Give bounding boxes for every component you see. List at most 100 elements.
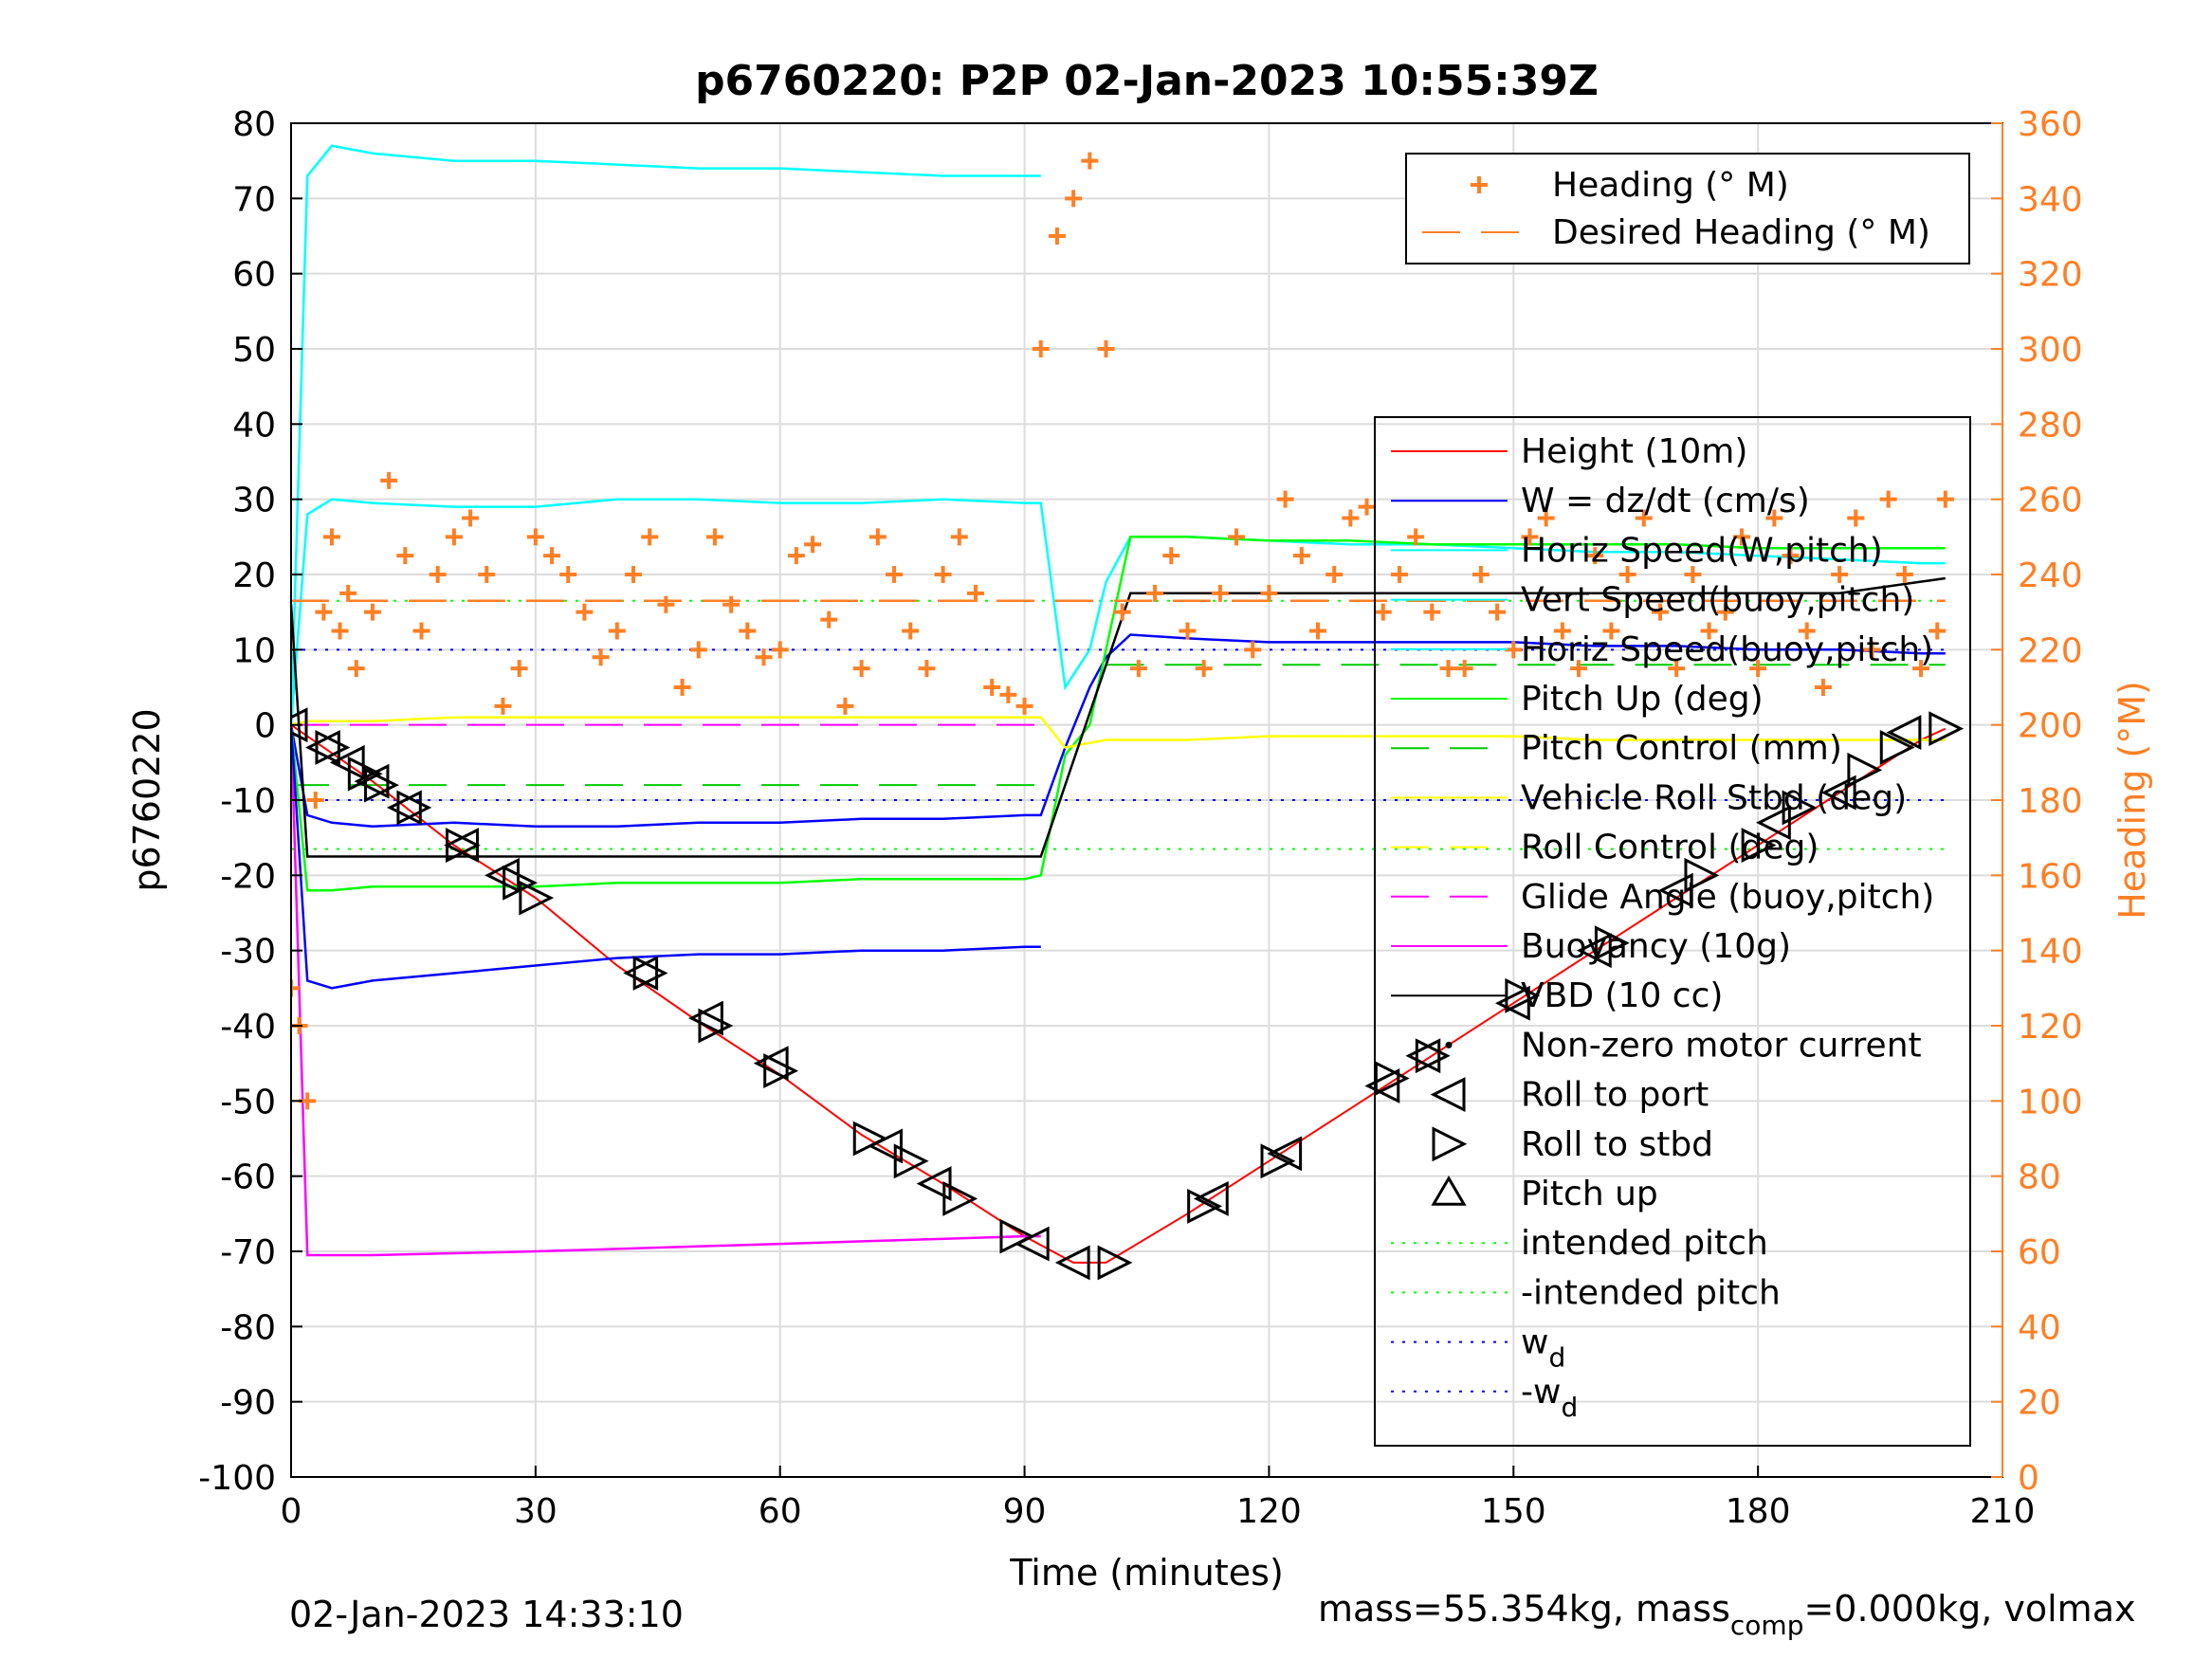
roll-port-marker bbox=[1755, 805, 1791, 841]
y-tick-label: -70 bbox=[220, 1233, 276, 1272]
heading-point bbox=[1652, 603, 1669, 621]
legend-label: W = dz/dt (cm/s) bbox=[1521, 482, 1810, 520]
heading-point bbox=[1325, 566, 1344, 583]
heading-point bbox=[804, 536, 822, 554]
heading-point bbox=[608, 622, 626, 640]
legend-label: Roll Control (deg) bbox=[1521, 829, 1819, 867]
legend-heading-box bbox=[1405, 153, 1970, 264]
legend-label: Heading (° M) bbox=[1552, 166, 1789, 205]
x-tick-label: 90 bbox=[1003, 1492, 1047, 1531]
legend-label: Roll to stbd bbox=[1521, 1125, 1713, 1164]
heading-point bbox=[1146, 584, 1164, 602]
heading-point bbox=[1879, 490, 1897, 508]
heading-point bbox=[705, 528, 723, 546]
heading-point bbox=[1211, 584, 1229, 602]
heading-point bbox=[1586, 547, 1604, 565]
heading-point bbox=[1521, 528, 1539, 546]
legend-label: Vehicle Roll Stbd (deg) bbox=[1521, 778, 1907, 817]
legend-label: Desired Heading (° M) bbox=[1552, 213, 1930, 252]
heading-point bbox=[1228, 528, 1246, 546]
y2-tick-label: 20 bbox=[2018, 1384, 2061, 1423]
heading-point bbox=[1032, 340, 1050, 357]
heading-point bbox=[625, 566, 642, 583]
y2-tick-label: 260 bbox=[2018, 482, 2083, 520]
heading-point bbox=[1048, 228, 1066, 245]
heading-point bbox=[1895, 566, 1913, 583]
roll-port-marker bbox=[386, 790, 422, 826]
y-tick-label: 20 bbox=[232, 556, 276, 595]
heading-point bbox=[1113, 603, 1131, 621]
legend-label: Pitch Control (mm) bbox=[1521, 729, 1842, 768]
legend-label: Vert Speed(buoy,pitch) bbox=[1521, 581, 1914, 620]
x-tick-label: 120 bbox=[1236, 1492, 1302, 1531]
heading-point bbox=[1292, 547, 1310, 565]
heading-point bbox=[1065, 190, 1083, 208]
heading-point bbox=[641, 528, 659, 546]
y-tick-label: -80 bbox=[220, 1308, 276, 1347]
y-tick-label: -20 bbox=[220, 857, 276, 896]
roll-stbd-marker bbox=[1260, 1143, 1296, 1179]
heading-point bbox=[934, 566, 952, 583]
heading-point bbox=[1847, 509, 1865, 527]
heading-point bbox=[1537, 509, 1555, 527]
legend-label: Horiz Speed(buoy,pitch) bbox=[1521, 630, 1933, 669]
roll-stbd-marker bbox=[1097, 1245, 1133, 1281]
y-tick-label: 40 bbox=[232, 406, 276, 445]
legend-label: Buoyancy (10g) bbox=[1521, 927, 1791, 966]
roll-stbd-marker bbox=[315, 730, 351, 765]
roll-port-marker bbox=[1267, 1136, 1303, 1172]
legend-label: -intended pitch bbox=[1521, 1273, 1781, 1312]
heading-point bbox=[396, 547, 414, 565]
heading-point bbox=[868, 528, 887, 546]
y2-tick-label: 200 bbox=[2018, 707, 2083, 746]
heading-point bbox=[1618, 566, 1636, 583]
footer-mass: mass=55.354kg, masscomp=0.000kg, volmax bbox=[1318, 1588, 2135, 1641]
roll-stbd-marker bbox=[396, 790, 432, 826]
roll-stbd-marker bbox=[1187, 1188, 1223, 1224]
heading-point bbox=[1129, 660, 1147, 678]
heading-point bbox=[983, 679, 1001, 696]
roll-port-marker bbox=[1193, 1181, 1229, 1216]
series-horiz-speed-buoy-pitch bbox=[291, 498, 1946, 725]
roll-stbd-marker bbox=[763, 1053, 799, 1089]
y2-tick-label: 240 bbox=[2018, 556, 2083, 595]
legend-label: Height (10m) bbox=[1521, 432, 1747, 471]
y-tick-label: 30 bbox=[232, 482, 276, 520]
heading-point bbox=[322, 528, 340, 546]
heading-point bbox=[1015, 697, 1033, 715]
series-w-dz-dt-cm-s bbox=[291, 633, 1946, 829]
x-tick-label: 0 bbox=[281, 1492, 302, 1531]
series-pitch-up-deg bbox=[291, 536, 1946, 892]
y-tick-label: 50 bbox=[232, 331, 276, 370]
legend-label: VBD (10 cc) bbox=[1521, 976, 1723, 1015]
roll-stbd-marker bbox=[364, 767, 399, 803]
legend-label: intended pitch bbox=[1521, 1224, 1768, 1263]
heading-point bbox=[1081, 152, 1099, 170]
heading-point bbox=[1700, 622, 1718, 640]
heading-point bbox=[657, 595, 675, 613]
roll-stbd-marker bbox=[519, 880, 555, 916]
heading-point bbox=[412, 622, 430, 640]
heading-point bbox=[1912, 660, 1930, 678]
series-vbd-10-cc bbox=[291, 576, 1946, 858]
legend-label: -wd bbox=[1521, 1373, 1578, 1423]
roll-stbd-marker bbox=[1741, 828, 1777, 864]
legend-sample-roll-stbd bbox=[1432, 1126, 1468, 1162]
legend-label: wd bbox=[1521, 1323, 1565, 1374]
heading-point bbox=[592, 648, 610, 666]
legend-label: Pitch Up (deg) bbox=[1521, 680, 1764, 719]
heading-point bbox=[543, 547, 561, 565]
y2-tick-label: 140 bbox=[2018, 933, 2083, 972]
heading-point bbox=[291, 979, 300, 997]
heading-point bbox=[1798, 622, 1816, 640]
roll-stbd-marker bbox=[698, 1008, 734, 1044]
y-tick-label: -40 bbox=[220, 1008, 276, 1047]
heading-point bbox=[1358, 498, 1376, 516]
y2-tick-label: 160 bbox=[2018, 857, 2083, 896]
heading-point bbox=[478, 566, 496, 583]
series-w-buoy-cm-s bbox=[291, 724, 1041, 990]
x-axis-label: Time (minutes) bbox=[1009, 1552, 1284, 1594]
roll-stbd-marker bbox=[1879, 730, 1915, 765]
chart-title: p6760220: P2P 02-Jan-2023 10:55:39Z bbox=[695, 57, 1599, 105]
heading-point bbox=[739, 622, 757, 640]
